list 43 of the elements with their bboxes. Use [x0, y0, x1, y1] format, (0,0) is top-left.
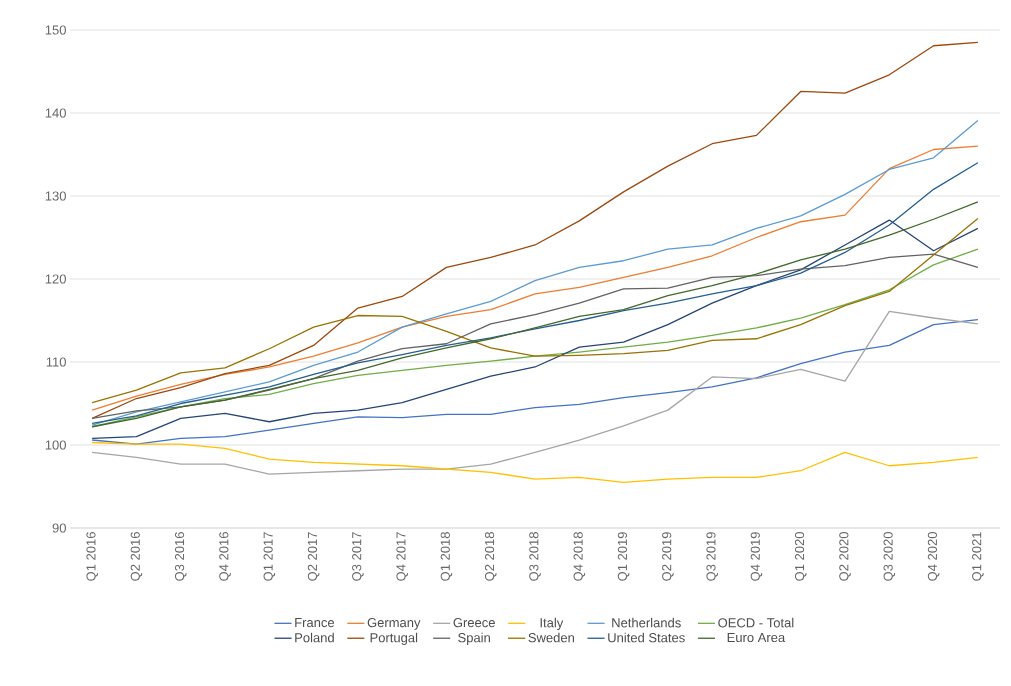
x-tick-label: Q2 2016	[130, 532, 143, 581]
x-tick-label: Q1 2018	[440, 532, 453, 581]
x-tick-label: Q2 2020	[839, 532, 851, 581]
x-tick-label: Q4 2020	[927, 532, 940, 581]
legend-label: Netherlands	[612, 617, 681, 628]
x-tick-label: Q4 2017	[396, 532, 408, 581]
y-tick-label: 90	[52, 523, 66, 533]
x-tick-label: Q2 2017	[307, 532, 320, 581]
x-tick-label: Q1 2019	[617, 532, 630, 581]
legend-label: Euro Area	[727, 633, 786, 643]
legend-label: Sweden	[528, 632, 574, 643]
x-tick-label: Q3 2017	[352, 532, 364, 581]
x-tick-label: Q4 2018	[573, 532, 586, 581]
legend-label: OECD - Total	[718, 617, 794, 628]
x-tick-label: Q2 2018	[484, 532, 497, 581]
x-tick-label: Q1 2017	[263, 532, 276, 581]
x-tick-label: Q2 2019	[662, 532, 674, 581]
x-tick-label: Q3 2016	[174, 532, 187, 581]
y-tick-label: 110	[46, 357, 66, 367]
line-series	[91, 319, 979, 445]
line-series	[91, 41, 979, 420]
x-tick-label: Q4 2016	[219, 532, 231, 581]
x-tick-label: Q1 2020	[794, 532, 807, 581]
legend-label: France	[295, 618, 335, 628]
x-tick-label: Q4 2019	[750, 532, 763, 581]
y-tick-label: 150	[45, 25, 66, 35]
x-tick-label: Q1 2016	[86, 532, 98, 581]
y-tick-label: 140	[45, 108, 66, 118]
line-series	[91, 310, 979, 475]
legend-label: Italy	[540, 617, 564, 630]
legend-label: Spain	[458, 632, 490, 645]
legend-label: United States	[608, 632, 685, 643]
x-tick-label: Q3 2019	[706, 532, 718, 581]
legend-label: Greece	[453, 618, 495, 628]
x-tick-label: Q1 2021	[972, 532, 984, 581]
legend-label: Germany	[367, 618, 421, 630]
y-tick-label: 100	[45, 440, 66, 450]
legend-label: Portugal	[370, 632, 418, 645]
legend-label: Poland	[295, 632, 334, 643]
y-tick-label: 130	[45, 191, 66, 201]
x-tick-label: Q3 2018	[529, 532, 541, 581]
y-tick-label: 120	[45, 274, 66, 284]
x-tick-label: Q3 2020	[883, 532, 896, 581]
